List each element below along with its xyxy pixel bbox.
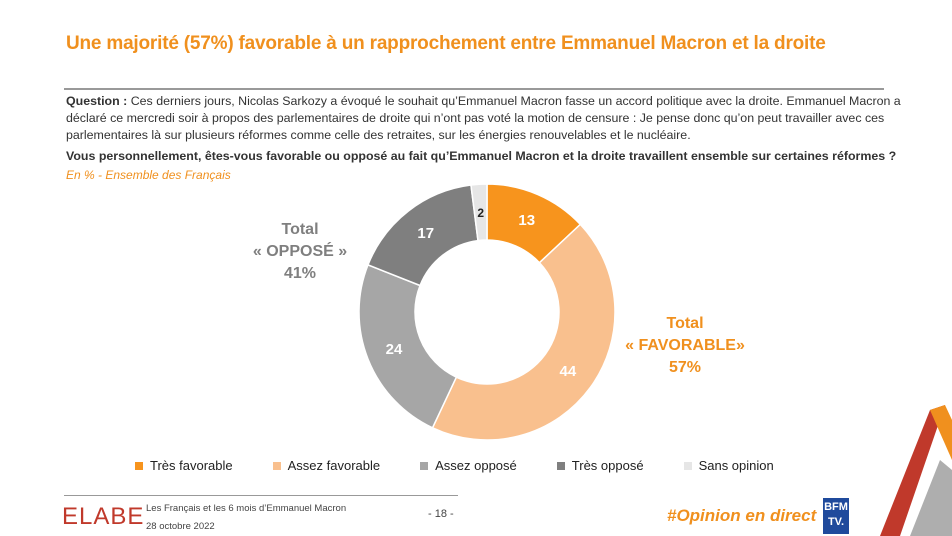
- study-title: Les Français et les 6 mois d’Emmanuel Ma…: [146, 503, 347, 514]
- legend-swatch: [272, 461, 281, 470]
- study-info: Les Français et les 6 mois d’Emmanuel Ma…: [146, 500, 346, 536]
- question-text: Question : Ces derniers jours, Nicolas S…: [66, 93, 906, 144]
- legend-swatch: [683, 461, 692, 470]
- data-label: 13: [518, 212, 535, 229]
- legend: Très favorable Assez favorable Assez oppos…: [135, 458, 814, 473]
- legend-item: Très favorable: [135, 458, 233, 473]
- corner-logo-icon: [880, 405, 952, 536]
- data-label: 17: [417, 225, 434, 242]
- question-ask: Vous personnellement, êtes-vous favorabl…: [66, 149, 897, 163]
- footer-divider: [64, 495, 458, 496]
- legend-swatch: [420, 461, 429, 470]
- study-date: 28 octobre 2022: [146, 521, 215, 532]
- legend-item: Assez opposé: [420, 458, 517, 473]
- bfm-logo: BFM TV.: [823, 498, 849, 534]
- total-favorable-label: Total: [666, 315, 704, 332]
- total-favorable-value: 57%: [668, 359, 702, 376]
- total-opposed-label: Total: [281, 221, 319, 238]
- legend-item: Très opposé: [556, 458, 644, 473]
- elabe-logo: ELABE: [62, 503, 145, 530]
- scope-note: En % - Ensemble des Français: [66, 168, 231, 182]
- total-opposed-value: 41%: [283, 265, 317, 282]
- legend-label: Très opposé: [571, 458, 644, 473]
- legend-item: Sans opinion: [683, 458, 774, 473]
- question-body: Ces derniers jours, Nicolas Sarkozy a év…: [66, 94, 901, 142]
- legend-label: Assez favorable: [287, 458, 381, 473]
- question-label: Question :: [66, 94, 128, 108]
- divider: [64, 88, 884, 90]
- data-label: 2: [477, 206, 484, 220]
- legend-swatch: [556, 461, 565, 470]
- donut-slice: [470, 183, 488, 242]
- legend-label: Assez opposé: [435, 458, 517, 473]
- data-label: 24: [386, 341, 403, 358]
- page-number: - 18 -: [428, 508, 454, 520]
- donut-slice: [358, 263, 458, 429]
- total-favorable-name: « FAVORABLE»: [625, 337, 745, 354]
- total-opposed: Total « OPPOSÉ » 41%: [240, 219, 360, 285]
- legend-label: Très favorable: [150, 458, 233, 473]
- total-favorable: Total « FAVORABLE» 57%: [620, 313, 750, 379]
- donut-slice: [431, 223, 616, 441]
- legend-item: Assez favorable: [272, 458, 381, 473]
- hashtag: #Opinion en direct: [667, 506, 817, 525]
- legend-label: Sans opinion: [698, 458, 774, 473]
- total-opposed-name: « OPPOSÉ »: [252, 243, 348, 260]
- page-title: Une majorité (57%) favorable à un rappro…: [66, 33, 826, 54]
- legend-swatch: [135, 461, 143, 470]
- data-label: 44: [560, 363, 577, 380]
